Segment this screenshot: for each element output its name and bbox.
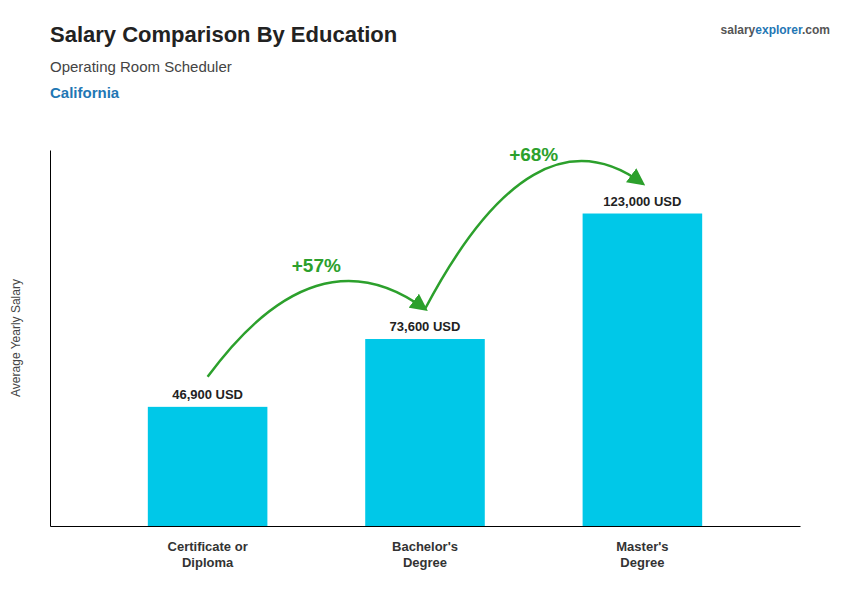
title: Salary Comparison By Education xyxy=(50,22,397,47)
bar xyxy=(148,407,268,526)
data-label: 123,000 USD xyxy=(603,194,681,209)
brand: salaryexplorer.com xyxy=(721,23,830,37)
x-tick-label-line: Degree xyxy=(403,555,447,570)
x-tick: Bachelor'sDegree xyxy=(392,526,458,570)
data-labels: 46,900 USD 73,600 USD 123,000 USD xyxy=(172,194,681,402)
chart-svg: Salary Comparison By Education Operating … xyxy=(0,0,850,606)
y-axis xyxy=(50,151,51,527)
y-axis-line xyxy=(50,151,51,527)
annotation: +68% xyxy=(509,144,558,165)
subtitle: Operating Room Scheduler xyxy=(50,58,232,75)
x-tick-label: Bachelor'sDegree xyxy=(392,539,458,570)
x-axis: Certificate orDiplomaBachelor'sDegreeMas… xyxy=(51,526,801,570)
data-label: 46,900 USD xyxy=(172,387,243,402)
arrow xyxy=(208,281,425,377)
x-tick-label-line: Degree xyxy=(620,555,664,570)
x-tick-label-line: Diploma xyxy=(182,555,234,570)
brand-part: explorer xyxy=(755,23,803,37)
brand-part: .com xyxy=(802,23,830,37)
x-tick-label: Certificate orDiploma xyxy=(168,539,248,570)
brand-part: salary xyxy=(721,23,756,37)
bar xyxy=(365,339,485,526)
arrow xyxy=(425,161,642,309)
x-tick-label-line: Master's xyxy=(616,539,668,554)
x-tick-label: Master'sDegree xyxy=(616,539,668,570)
x-axis-line xyxy=(51,526,801,527)
x-tick-label-line: Bachelor's xyxy=(392,539,458,554)
data-label: 73,600 USD xyxy=(390,319,461,334)
bar xyxy=(583,214,703,526)
y-label: Average Yearly Salary xyxy=(9,279,23,397)
bars xyxy=(148,214,702,526)
annotation: +57% xyxy=(292,255,341,276)
annotations: +57% +68% xyxy=(208,144,643,377)
x-tick: Certificate orDiploma xyxy=(168,526,248,570)
x-tick-label-line: Certificate or xyxy=(168,539,248,554)
x-tick: Master'sDegree xyxy=(616,526,668,570)
chart-container: Salary Comparison By Education Operating … xyxy=(0,0,850,606)
location: California xyxy=(50,84,120,101)
plot: Certificate orDiplomaBachelor'sDegreeMas… xyxy=(51,144,801,570)
